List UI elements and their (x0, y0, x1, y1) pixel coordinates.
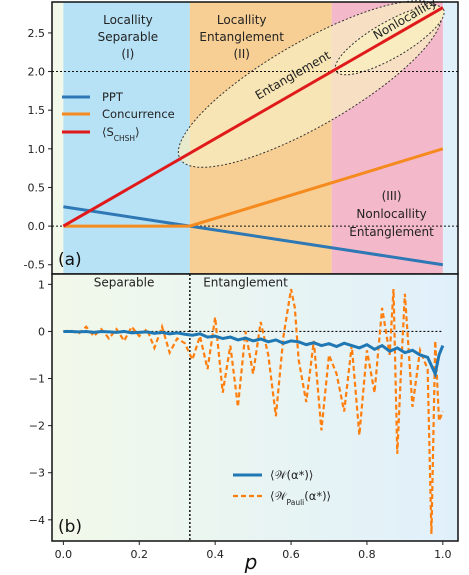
panel-b-frame (51, 273, 459, 542)
panel-a-ytick-label-7: -0.5 (24, 259, 45, 272)
panel-b-ytick-label-1: 1 (38, 278, 45, 291)
panel-b-label: (b) (58, 517, 82, 537)
region-1-label-2: Separable (98, 30, 159, 44)
x-axis: 0.0 0.2 0.4 0.6 0.8 1.0 p (55, 541, 452, 574)
region-3-label-3: Entanglement (349, 225, 434, 239)
witness-pauli-line (63, 288, 444, 534)
concurrence-line (63, 147, 444, 228)
panel-a-ytick-label-4: 1.0 (28, 143, 46, 156)
panel-b-ytick-label-3: −1 (29, 373, 45, 386)
xtick-label-1: 0.0 (55, 548, 73, 561)
panel-a-label: (a) (58, 250, 82, 270)
legend-a: PPT Concurrence ⟨SCHSH⟩ (62, 90, 175, 143)
xtick-label-4: 0.6 (282, 548, 300, 561)
panel-b-ytick-label-2: 0 (38, 325, 45, 338)
region-band-1 (63, 2, 190, 274)
panel-a-ytick-label-1: 2.5 (28, 27, 46, 40)
legend-a-label-2: Concurrence (102, 107, 175, 121)
region-2-label-2: Entanglement (199, 30, 284, 44)
xtick-label-2: 0.2 (131, 548, 149, 561)
panel-b-background (52, 274, 458, 541)
region-1-label-3: (I) (121, 47, 134, 61)
xtick-label-5: 0.8 (358, 548, 376, 561)
panel-b-ytick-label-6: −4 (29, 514, 45, 527)
chsh-line (62, 6, 444, 228)
region-3-label-2: Nonlocallity (356, 207, 426, 221)
x-axis-label: p (244, 550, 258, 574)
legend-a-label-1: PPT (102, 90, 124, 104)
panel-a-ytick-label-5: 0.5 (28, 181, 46, 194)
panel-a-ytick-label-6: 0.0 (28, 220, 46, 233)
panel-b-ytick-label-4: −2 (29, 420, 45, 433)
region-2-label-3: (II) (233, 47, 249, 61)
panel-a-ytick-label-3: 1.5 (28, 104, 46, 117)
xtick-label-6: 1.0 (434, 548, 452, 561)
region-1-label-1: Locallity (103, 13, 153, 27)
panel-a: Entanglement Nonlocallity Locallity Separab… (24, 0, 459, 275)
legend-b: ⟨𝒲(α*)⟩ ⟨𝒲Pauli(α*)⟩ (233, 468, 331, 507)
xtick-label-3: 0.4 (206, 548, 224, 561)
legend-b-label-1: ⟨𝒲(α*)⟩ (270, 468, 313, 482)
region-2-label-1: Locallity (217, 13, 267, 27)
region-3-label-1: (III) (382, 189, 402, 203)
panel-a-ytick-label-2: 2.0 (28, 66, 46, 79)
region-label-separable: Separable (94, 276, 155, 290)
witness-line (63, 329, 445, 379)
panel-b: Separable Entanglement ⟨𝒲(α*)⟩ ⟨𝒲Pauli(α*)⟩… (29, 273, 459, 542)
legend-b-label-2: ⟨𝒲Pauli(α*)⟩ (270, 489, 331, 507)
legend-a-label-3: ⟨SCHSH⟩ (102, 125, 140, 143)
panel-b-ytick-label-5: −3 (29, 467, 45, 480)
region-label-entanglement: Entanglement (203, 276, 288, 290)
